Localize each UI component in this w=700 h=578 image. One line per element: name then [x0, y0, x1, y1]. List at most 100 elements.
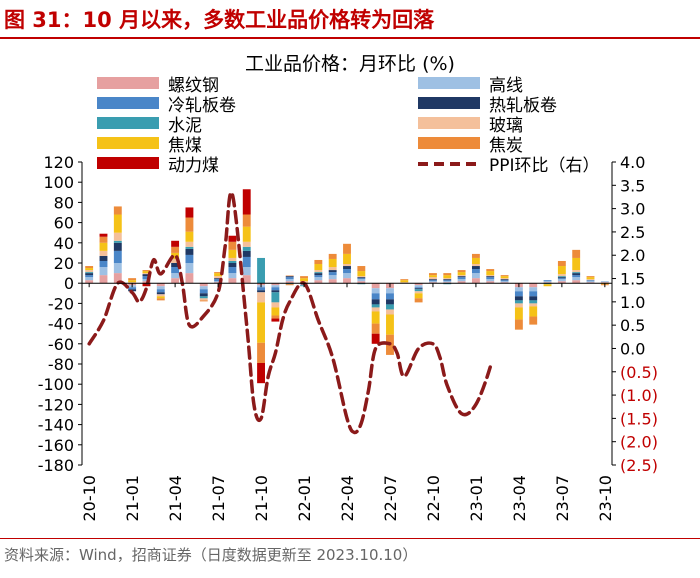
- bar-segment: [214, 276, 223, 279]
- y2-tick-label: 3.0: [620, 200, 645, 219]
- bar-segment: [328, 275, 337, 280]
- bar-segment: [557, 278, 566, 280]
- bar-segment: [543, 281, 552, 283]
- bar-segment: [529, 283, 538, 288]
- bar-segment: [271, 307, 280, 316]
- y2-tick-label: 2.5: [620, 223, 645, 242]
- chart-title: 工业品价格：月环比 (%): [245, 53, 455, 75]
- bar-segment: [142, 273, 151, 275]
- bar-segment: [85, 275, 94, 278]
- bar-segment: [142, 274, 151, 277]
- bar-segment: [486, 279, 495, 282]
- bar-segment: [156, 292, 165, 295]
- bar-segment: [271, 292, 280, 303]
- x-tick-label: 20-10: [80, 475, 99, 522]
- x-tick-label: 23-01: [467, 475, 486, 521]
- bar-segment: [529, 303, 538, 307]
- x-tick-label: 23-04: [510, 475, 529, 522]
- axes-group: 120100806040200-20-40-60-80-100-120-140-…: [38, 153, 658, 522]
- bar-segment: [529, 306, 538, 317]
- bar-segment: [486, 275, 495, 277]
- bar-segment: [113, 250, 122, 263]
- legend-label: 水泥: [168, 116, 202, 136]
- bar-segment: [99, 233, 108, 237]
- bar-segment: [457, 275, 466, 277]
- bar-segment: [328, 270, 337, 273]
- y2-tick-label: 1.0: [620, 293, 645, 312]
- bar-segment: [443, 281, 452, 283]
- bar-segment: [500, 279, 509, 281]
- bar-segment: [343, 278, 351, 284]
- bar-segment: [99, 275, 108, 284]
- bar-segment: [543, 283, 552, 285]
- bar-segment: [199, 293, 208, 297]
- bar-segment: [271, 283, 280, 286]
- bar-segment: [185, 231, 194, 242]
- legend-label: 动力煤: [168, 156, 219, 176]
- bar-segment: [357, 283, 366, 285]
- bar-segment: [156, 296, 165, 299]
- bar-segment: [257, 362, 265, 384]
- bar-segment: [343, 264, 351, 267]
- bar-segment: [371, 323, 380, 334]
- footer-divider: [0, 538, 700, 539]
- bar-segment: [357, 276, 366, 278]
- bar-segment: [85, 273, 94, 276]
- y2-tick-label: 2.0: [620, 246, 645, 265]
- bar-segment: [357, 278, 366, 280]
- bar-segment: [156, 283, 165, 287]
- ppi-line-group: [87, 190, 492, 435]
- bar-segment: [257, 342, 265, 363]
- y-tick-label: 120: [43, 153, 74, 172]
- bar-segment: [113, 214, 122, 233]
- x-tick-label: 22-07: [381, 475, 400, 522]
- bar-segment: [285, 277, 294, 280]
- bar-segment: [343, 253, 351, 265]
- y2-tick-label: (2.0): [620, 433, 658, 452]
- bar-segment: [271, 315, 280, 319]
- bar-segment: [199, 283, 208, 287]
- y-tick-label: 60: [54, 214, 74, 233]
- bar-segment: [113, 273, 122, 284]
- y2-tick-label: 0.5: [620, 316, 645, 335]
- x-tick-label: 22-01: [295, 475, 314, 522]
- bar-segment: [357, 271, 366, 277]
- y2-tick-label: 1.5: [620, 270, 645, 289]
- bar-segment: [257, 290, 265, 293]
- legend-label: 焦炭: [489, 136, 523, 156]
- y-tick-label: -100: [38, 375, 74, 394]
- bar-segment: [99, 250, 108, 256]
- bar-segment: [400, 279, 409, 281]
- legend-label: 焦煤: [168, 136, 202, 156]
- bar-segment: [543, 280, 552, 282]
- bar-segment: [99, 267, 108, 276]
- bar-segment: [572, 275, 581, 278]
- legend-swatch-水泥: [97, 117, 159, 129]
- bar-segment: [328, 267, 337, 271]
- bar-segment: [500, 276, 509, 279]
- bar-segment: [443, 279, 452, 281]
- bar-segment: [371, 288, 380, 294]
- bar-segment: [429, 275, 437, 278]
- bar-segment: [529, 300, 538, 304]
- x-tick-label: 21-04: [166, 475, 185, 522]
- bar-segment: [400, 282, 409, 284]
- bar-segment: [443, 278, 452, 280]
- bar-segment: [572, 249, 581, 258]
- bar-segment: [572, 273, 581, 276]
- figure-title: 图 31：10 月以来，多数工业品价格转为回落: [4, 8, 435, 32]
- bar-segment: [142, 279, 151, 282]
- bar-segment: [443, 280, 452, 282]
- legend-label: PPI环比（右）: [489, 156, 600, 176]
- bar-segment: [128, 287, 137, 290]
- bar-segment: [414, 288, 423, 290]
- y-tick-label: -40: [48, 315, 74, 334]
- bar-segment: [271, 318, 280, 322]
- bar-segment: [199, 289, 208, 294]
- y-tick-label: -60: [48, 335, 74, 354]
- bar-segment: [171, 263, 180, 268]
- y2-tick-label: (1.0): [620, 386, 658, 405]
- bar-segment: [586, 279, 595, 281]
- bar-segment: [199, 300, 208, 302]
- bar-segment: [471, 273, 480, 279]
